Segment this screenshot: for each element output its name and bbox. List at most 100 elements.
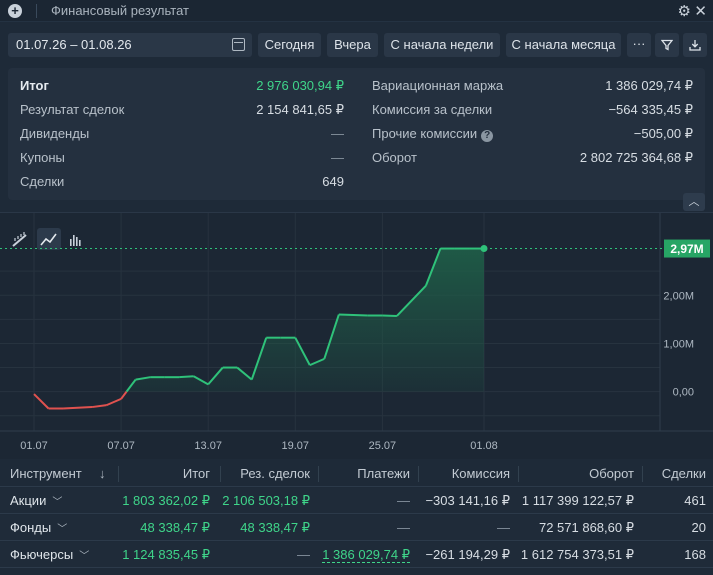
summary-label-var-margin: Вариационная маржа [372, 78, 504, 93]
summary-value-total: 2 976 030,94 ₽ [256, 78, 344, 93]
instrument-name-text: Фьючерсы [10, 547, 74, 562]
sort-icon[interactable]: ↓ [99, 466, 106, 481]
summary-value-deals-result: 2 154 841,65 ₽ [256, 102, 344, 117]
summary-label-coupons: Купоны [20, 150, 65, 165]
summary-label-deals-result: Результат сделок [20, 102, 125, 117]
window-title: Финансовый результат [51, 3, 189, 18]
filter-icon [660, 39, 674, 51]
column-header-commission[interactable]: Комиссия [451, 466, 510, 481]
line-segment [120, 391, 128, 400]
summary-panel: Итог 2 976 030,94 ₽ Результат сделок 2 1… [8, 68, 705, 200]
x-tick-label: 01.07 [20, 440, 48, 452]
column-separator [220, 466, 221, 482]
cell-total: 48 338,47 ₽ [140, 520, 210, 535]
cell-commission: −261 194,29 ₽ [425, 547, 510, 562]
filter-button[interactable] [655, 33, 679, 57]
download-button[interactable] [683, 33, 707, 57]
line-segment [125, 378, 137, 393]
chevron-down-icon[interactable]: ﹀ [52, 497, 63, 508]
line-segment [33, 393, 50, 410]
summary-label-dividends: Дивиденды [20, 126, 90, 141]
cell-payments: — [397, 493, 410, 508]
line-segment [396, 284, 427, 317]
today-button[interactable]: Сегодня [258, 33, 321, 57]
download-icon [689, 40, 701, 51]
cell-turnover: 1 117 399 122,57 ₽ [521, 493, 634, 508]
column-header-payments[interactable]: Платежи [357, 466, 410, 481]
table-row[interactable]: Фонды ﹀ 48 338,47 ₽ 48 338,47 ₽ — — 72 57… [0, 515, 713, 541]
date-range-value: 01.07.26 – 01.08.26 [16, 37, 132, 52]
add-icon[interactable]: + [8, 3, 22, 18]
column-header-turnover[interactable]: Оборот [589, 466, 634, 481]
line-segment [193, 375, 209, 386]
column-separator [518, 466, 519, 482]
column-header-deals[interactable]: Сделки [661, 466, 706, 481]
column-header-total[interactable]: Итог [182, 466, 210, 481]
table-row[interactable]: Фьючерсы ﹀ 1 124 835,45 ₽ — 1 386 029,74 … [0, 542, 713, 568]
bar-chart-icon[interactable] [70, 235, 81, 246]
line-segment [323, 314, 340, 360]
x-tick-label: 07.07 [107, 440, 135, 452]
x-tick-label: 25.07 [369, 440, 397, 452]
yesterday-button[interactable]: Вчера [327, 33, 378, 57]
help-icon[interactable]: ? [481, 130, 494, 142]
pnl-chart-svg: 2,97M 0,00 1,00M 2,00M 01.07 07.07 13.07 19.07 2… [0, 213, 713, 452]
summary-value-var-margin: 1 386 029,74 ₽ [605, 78, 693, 93]
cell-deals-result: — [297, 547, 310, 562]
line-segment [106, 397, 122, 407]
period-toolbar: 01.07.26 – 01.08.26 Сегодня Вчера С нача… [0, 30, 713, 60]
instrument-name[interactable]: Акции ﹀ [10, 488, 62, 514]
window-titlebar: + Финансовый результат ⚙ ✕ [0, 0, 713, 22]
line-chart-toggle-bg[interactable] [37, 228, 61, 250]
table-row[interactable]: Акции ﹀ 1 803 362,02 ₽ 2 106 503,18 ₽ — −… [0, 488, 713, 514]
cell-total: 1 803 362,02 ₽ [122, 493, 210, 508]
instrument-name[interactable]: Фьючерсы ﹀ [10, 542, 89, 568]
date-range-input[interactable]: 01.07.26 – 01.08.26 [8, 33, 252, 57]
close-icon[interactable]: ✕ [694, 3, 707, 20]
column-header-instrument[interactable]: Инструмент [10, 466, 82, 481]
month-start-button[interactable]: С начала месяца [506, 33, 621, 57]
gear-icon[interactable]: ⚙ [677, 3, 691, 20]
cell-turnover: 1 612 754 373,51 ₽ [520, 547, 634, 562]
instrument-name[interactable]: Фонды ﹀ [10, 515, 67, 541]
line-segment [309, 357, 325, 367]
summary-label-other-commissions-text: Прочие комиссии [372, 126, 478, 141]
week-start-button[interactable]: С начала недели [384, 33, 500, 57]
y-tick-label: 0,00 [673, 387, 694, 399]
collapse-summary-button[interactable]: ︿ [683, 193, 705, 211]
summary-label-total: Итог [20, 78, 49, 93]
summary-value-turnover: 2 802 725 364,68 ₽ [579, 150, 693, 165]
cell-payments[interactable]: 1 386 029,74 ₽ [310, 542, 410, 568]
calendar-icon[interactable] [232, 38, 245, 51]
summary-value-coupons: — [331, 150, 344, 165]
instrument-name-text: Акции [10, 493, 47, 508]
cell-commission: −303 141,16 ₽ [425, 493, 510, 508]
x-tick-label: 19.07 [282, 440, 310, 452]
chevron-down-icon[interactable]: ﹀ [79, 551, 90, 562]
cell-commission: — [497, 520, 510, 535]
summary-label-turnover: Оборот [372, 150, 417, 165]
line-segment [236, 366, 253, 381]
ruler-icon[interactable] [12, 232, 27, 247]
summary-label-deals-commission: Комиссия за сделки [372, 102, 493, 117]
cell-payments-value: 1 386 029,74 ₽ [322, 547, 410, 563]
column-header-deals-result[interactable]: Рез. сделок [240, 466, 310, 481]
instrument-name-text: Фонды [10, 520, 52, 535]
column-separator [642, 466, 643, 482]
chevron-down-icon[interactable]: ﹀ [57, 524, 68, 535]
last-point-marker [480, 245, 488, 253]
line-segment [338, 313, 368, 317]
cell-deals-result: 2 106 503,18 ₽ [222, 493, 310, 508]
summary-value-deals: 649 [322, 174, 344, 189]
line-chart-icon[interactable] [40, 233, 57, 246]
cell-total: 1 124 835,45 ₽ [122, 547, 210, 562]
chevron-up-icon: ︿ [688, 196, 700, 208]
line-segment [250, 337, 268, 380]
line-segment [207, 366, 224, 386]
cell-deals: 168 [684, 547, 706, 562]
current-value-badge [664, 239, 710, 258]
summary-value-deals-commission: −564 335,45 ₽ [608, 102, 693, 117]
cell-deals-result: 48 338,47 ₽ [240, 520, 310, 535]
pnl-chart: 2,97M 0,00 1,00M 2,00M 01.07 07.07 13.07 19.07 2… [0, 212, 713, 459]
more-button[interactable]: ··· [627, 33, 651, 57]
